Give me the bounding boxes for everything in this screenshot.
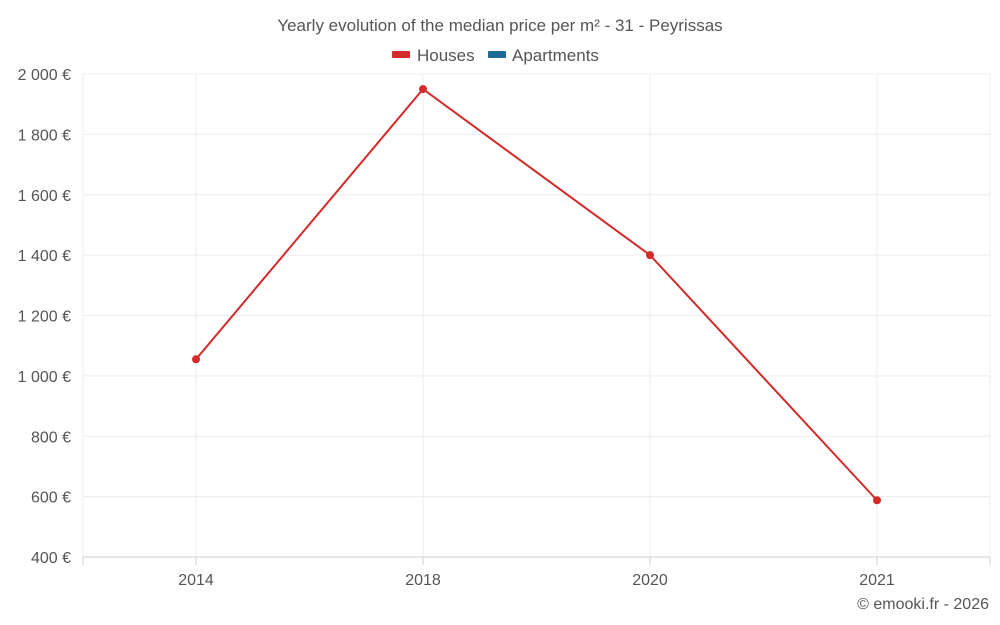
chart-title: Yearly evolution of the median price per… [277,16,722,35]
legend-label-houses: Houses [417,46,475,65]
x-tick-label: 2018 [405,572,441,589]
y-tick-label: 1 200 € [18,309,71,326]
y-tick-label: 600 € [31,490,71,507]
series-layer [192,85,881,505]
x-tick-label: 2021 [859,572,895,589]
grid [82,73,991,565]
credit-text: © emooki.fr - 2026 [857,596,989,613]
data-point [419,85,427,94]
data-point [192,355,200,364]
y-axis: 400 € 600 € 800 € 1 000 € 1 200 € 1 400 € 1 60… [18,67,71,567]
series-line-houses [195,87,878,501]
legend-swatch-apartments [488,51,506,58]
y-tick-label: 1 600 € [18,188,71,205]
y-tick-label: 1 800 € [18,127,71,144]
x-axis: 2014 2018 2020 2021 [178,572,895,589]
y-tick-label: 800 € [31,429,71,446]
legend: Houses Apartments [392,46,599,65]
x-tick-label: 2020 [632,572,668,589]
data-point [873,496,881,505]
legend-label-apartments: Apartments [512,46,599,65]
y-tick-label: 2 000 € [18,67,71,84]
y-tick-label: 1 400 € [18,248,71,265]
legend-swatch-houses [392,51,410,58]
y-tick-label: 400 € [31,550,71,567]
y-tick-label: 1 000 € [18,369,71,386]
data-point [646,251,654,260]
x-tick-label: 2014 [178,572,214,589]
